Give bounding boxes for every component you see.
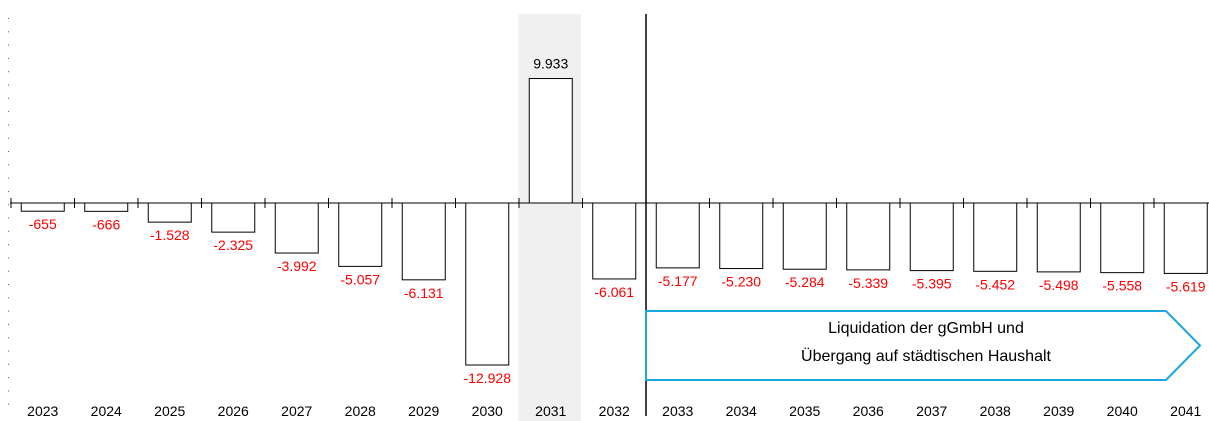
value-label-2034: -5.230 [721, 274, 761, 290]
x-tick-label-2030: 2030 [472, 403, 503, 419]
x-tick-label-2033: 2033 [662, 403, 693, 419]
x-tick-label-2026: 2026 [218, 403, 249, 419]
bar-2024 [84, 202, 129, 212]
highlight-band-2031 [518, 14, 581, 421]
axis-dot [8, 18, 9, 19]
value-label-2033: -5.177 [658, 273, 698, 289]
axis-dot [8, 31, 9, 33]
annotation-line-1: Liquidation der gGmbH und [828, 320, 1024, 337]
value-label-2028: -5.057 [340, 271, 380, 287]
axis-dot [8, 177, 9, 179]
bar-2031 [528, 78, 573, 204]
value-label-2031: 9.933 [533, 56, 568, 72]
axis-dot [8, 111, 9, 113]
axis-dot [8, 204, 9, 206]
bar-2034 [719, 202, 764, 270]
x-tick-label-2035: 2035 [789, 403, 820, 419]
axis-dot [8, 71, 9, 73]
value-label-2025: -1.528 [150, 227, 190, 243]
bar-2040 [1100, 202, 1145, 274]
value-label-2040: -5.558 [1102, 278, 1142, 294]
axis-dot [8, 124, 9, 126]
axis-dot [8, 350, 9, 352]
bar-2023 [20, 202, 65, 212]
bar-2038 [973, 202, 1018, 272]
x-tick-label-2039: 2039 [1043, 403, 1074, 419]
axis-dot [8, 217, 9, 219]
axis-dot [8, 363, 9, 365]
axis-dot [8, 57, 9, 59]
value-label-2035: -5.284 [785, 274, 825, 290]
value-label-2030: -12.928 [464, 370, 512, 386]
axis-dot [8, 337, 9, 339]
value-label-2027: -3.992 [277, 258, 317, 274]
axis-dot [8, 44, 9, 46]
axis-dot [8, 377, 9, 379]
value-label-2026: -2.325 [213, 237, 253, 253]
bar-2032 [592, 202, 637, 280]
x-tick-label-2038: 2038 [980, 403, 1011, 419]
value-label-2023: -655 [29, 216, 57, 232]
x-tick-label-2025: 2025 [154, 403, 185, 419]
bar-2027 [274, 202, 319, 254]
value-label-2041: -5.619 [1166, 278, 1206, 294]
x-tick-label-2029: 2029 [408, 403, 439, 419]
x-tick-label-2027: 2027 [281, 403, 312, 419]
bar-2033 [655, 202, 700, 269]
bar-2037 [909, 202, 954, 272]
axis-dot [8, 284, 9, 285]
x-tick-label-2040: 2040 [1107, 403, 1138, 419]
axis-dot [8, 137, 9, 139]
axis-dot [8, 97, 9, 99]
axis-dot [8, 297, 9, 299]
bar-2025 [147, 202, 192, 223]
bar-2029 [401, 202, 446, 281]
x-tick-label-2023: 2023 [27, 403, 58, 419]
axis-dot [8, 164, 9, 166]
x-tick-label-2041: 2041 [1170, 403, 1201, 419]
bar-2026 [211, 202, 256, 233]
value-label-2038: -5.452 [975, 276, 1015, 292]
axis-dot [8, 230, 9, 232]
axis-dot [8, 190, 9, 192]
axis-dot [8, 244, 9, 246]
bar-2030 [465, 202, 510, 366]
x-tick-label-2036: 2036 [853, 403, 884, 419]
value-label-2024: -666 [92, 216, 120, 232]
axis-dot [8, 84, 9, 86]
axis-dot [8, 403, 9, 405]
annotation-callout: Liquidation der gGmbH und Übergang auf s… [645, 310, 1202, 381]
x-tick-label-2024: 2024 [91, 403, 122, 419]
axis-dot [8, 310, 9, 312]
axis-dot [8, 151, 9, 152]
value-label-2036: -5.339 [848, 275, 888, 291]
x-tick-label-2032: 2032 [599, 403, 630, 419]
axis-dot [8, 270, 9, 272]
bar-2036 [846, 202, 891, 271]
annotation-line-2: Übergang auf städtischen Haushalt [801, 347, 1051, 365]
x-tick-label-2037: 2037 [916, 403, 947, 419]
x-tick-label-2028: 2028 [345, 403, 376, 419]
axis-dot [8, 323, 9, 325]
x-tick-label-2034: 2034 [726, 403, 757, 419]
axis-dot [8, 257, 9, 259]
callout-arrow-shape [645, 310, 1202, 381]
bar-2041 [1163, 202, 1208, 274]
x-tick-label-2031: 2031 [535, 403, 566, 419]
bar-2035 [782, 202, 827, 270]
axis-dot [8, 390, 9, 392]
bar-2028 [338, 202, 383, 267]
bar-2039 [1036, 202, 1081, 273]
value-label-2039: -5.498 [1039, 277, 1079, 293]
value-label-2029: -6.131 [404, 285, 444, 301]
value-label-2032: -6.061 [594, 284, 634, 300]
value-label-2037: -5.395 [912, 276, 952, 292]
